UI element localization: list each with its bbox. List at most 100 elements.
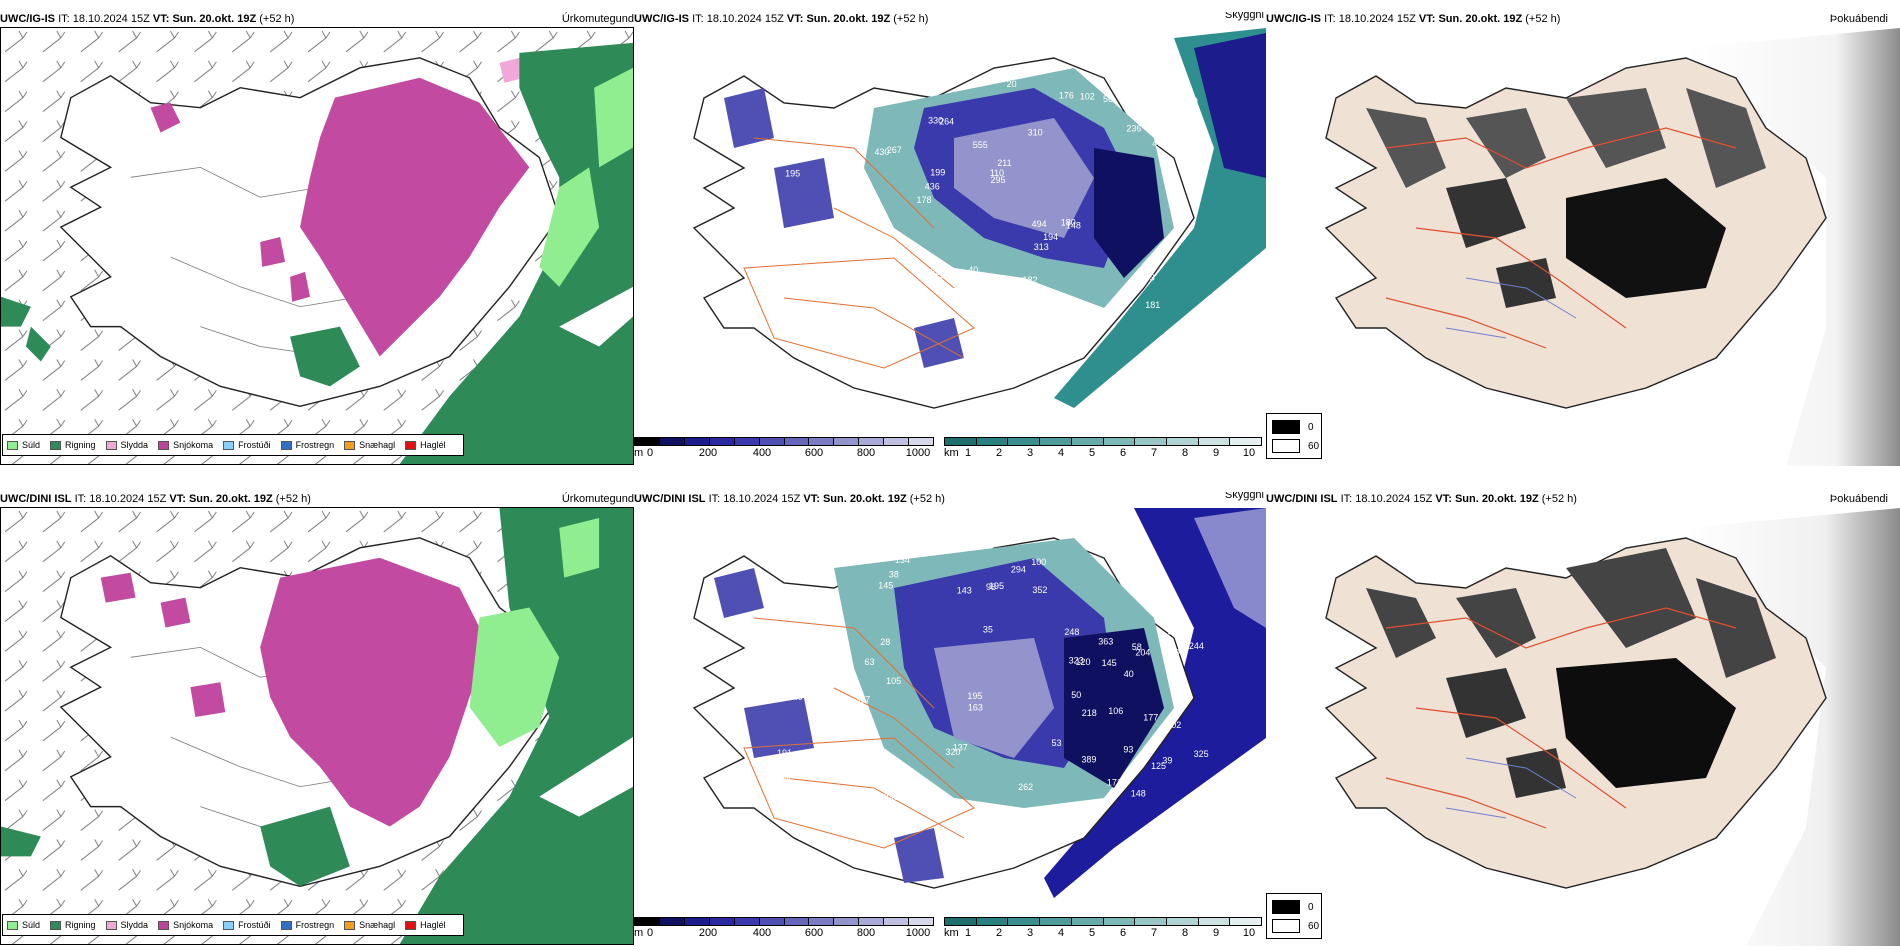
legend-item: Frostúði [223, 440, 271, 450]
colorbar-unit: km [944, 927, 959, 939]
colorbar-tick: 1000 [905, 927, 931, 939]
visibility-value-label: 177 [1143, 713, 1158, 723]
visibility-value-label: 38 [889, 570, 899, 580]
precip-map[interactable] [0, 507, 634, 945]
it-label: IT: [692, 13, 704, 25]
it-label: IT: [74, 493, 87, 505]
visibility-value-label: 185 [771, 305, 786, 315]
visibility-value-label: 17 [833, 265, 843, 275]
vt-value: Sun. 20.okt. 19Z [188, 493, 273, 505]
colorbar-tick: 7 [1150, 927, 1158, 939]
visibility-map[interactable]: 181 195 189 178 310 939 330 555 270 267 215 229 264 2… [634, 28, 1266, 436]
param-name: Úrkomutegund [561, 493, 634, 505]
visibility-value-label: 63 [865, 657, 875, 667]
panel-precip-type-bottom: UWC/DINI ISL IT: 18.10.2024 15Z VT: Sun.… [0, 492, 636, 946]
visibility-labels: 181 195 189 178 310 939 330 555 270 267 215 229 264 2… [760, 71, 1208, 327]
panel-title: UWC/IG-IS IT: 18.10.2024 15Z VT: Sun. 20… [634, 12, 1266, 26]
legend-label: Súld [22, 440, 41, 450]
legend-item: Frostregn [280, 920, 334, 930]
visibility-value-label: 436 [925, 181, 940, 191]
visibility-value-label: 56 [910, 85, 920, 95]
colorbar-tick: 4 [1057, 447, 1065, 459]
visibility-value-label: 93 [1123, 744, 1133, 754]
visibility-value-label: 211 [997, 158, 1011, 168]
visibility-value-label: 148 [1131, 788, 1146, 798]
colorbar-tick: 400 [752, 447, 772, 459]
visibility-value-label: 389 [1081, 754, 1096, 764]
colorbar-segment [834, 918, 860, 925]
fog-map[interactable] [1266, 28, 1900, 466]
visibility-value-label: 50 [1170, 648, 1180, 658]
colorbar-unit: km [944, 447, 959, 459]
colorbar-strip [944, 437, 1262, 446]
legend-swatch [405, 920, 417, 930]
visibility-value-label: 44 [768, 313, 778, 323]
colorbar-tick: 0 [646, 447, 654, 459]
visibility-km-colorbar: km 1 2 3 4 5 6 7 8 9 10 [944, 917, 1262, 945]
visibility-value-label: 59 [806, 317, 816, 327]
vt-label: VT: [169, 493, 186, 505]
visibility-km-colorbar: km 1 2 3 4 5 6 7 8 9 10 [944, 437, 1262, 465]
legend-swatch [344, 440, 356, 450]
panel-title: UWC/IG-IS IT: 18.10.2024 15Z VT: Sun. 20… [1266, 12, 1900, 26]
visibility-m-colorbar: m 0 200 400 600 800 1000 [634, 437, 934, 465]
panel-visibility-top: UWC/IG-IS IT: 18.10.2024 15Z VT: Sun. 20… [634, 12, 1266, 466]
visibility-value-label: 56 [1103, 94, 1113, 104]
visibility-value-label: 204 [1135, 648, 1150, 658]
colorbar-unit: m [634, 447, 644, 459]
colorbar-tick: 2 [995, 927, 1003, 939]
visibility-map[interactable]: 93 50 39 35 35 38 58 62 99 54 50 36 40 75 191 63 125 145 1… [634, 508, 1266, 916]
colorbar-tick: 6 [1119, 447, 1127, 459]
vt-value: Sun. 20.okt. 19Z [806, 13, 891, 25]
visibility-value-label: 54 [836, 629, 846, 639]
it-label: IT: [1340, 493, 1353, 505]
lead-time: (+52 h) [259, 13, 295, 25]
visibility-value-label: 100 [1031, 557, 1046, 567]
colorbar-tick: 9 [1212, 447, 1220, 459]
legend-item: Haglél [405, 440, 446, 450]
visibility-value-label: 102 [1166, 720, 1181, 730]
colorbar-segment [734, 918, 760, 925]
legend-label: Rigning [65, 440, 96, 450]
precip-map[interactable] [0, 27, 634, 465]
model-name: UWC/IG-IS [0, 13, 55, 25]
visibility-value-label: 310 [1028, 128, 1043, 138]
visibility-value-label: 20 [843, 753, 853, 763]
colorbar-segment [834, 438, 860, 445]
panel-title: UWC/IG-IS IT: 18.10.2024 15Z VT: Sun. 20… [0, 12, 636, 26]
visibility-value-label: 28 [880, 637, 890, 647]
vt-label: VT: [1435, 493, 1452, 505]
visibility-value-label: 165 [804, 308, 819, 318]
visibility-map-svg: 181 195 189 178 310 939 330 555 270 267 215 229 264 2… [692, 28, 1266, 409]
panel-fog-top: UWC/IG-IS IT: 18.10.2024 15Z VT: Sun. 20… [1266, 12, 1900, 466]
vt-value: Sun. 20.okt. 19Z [172, 13, 257, 25]
legend-swatch [280, 920, 292, 930]
visibility-value-label: 194 [1043, 232, 1058, 242]
visibility-value-label: 105 [886, 676, 901, 686]
lead-time: (+52 h) [275, 493, 311, 505]
precip-map-svg [1, 508, 633, 944]
colorbar-tick: 4 [1057, 927, 1065, 939]
visibility-value-label: 264 [939, 117, 954, 127]
colorbar-strip [634, 437, 934, 446]
vt-value: Sun. 20.okt. 19Z [1438, 13, 1523, 25]
legend-swatch [280, 440, 292, 450]
colorbar-segment [1071, 918, 1104, 925]
colorbar-tick: 3 [1026, 447, 1034, 459]
colorbar-segment [684, 918, 710, 925]
legend-swatch [50, 920, 62, 930]
visibility-value-label: 88 [933, 276, 943, 286]
visibility-value-label: 236 [1126, 124, 1141, 134]
visibility-value-label: 127 [780, 689, 795, 699]
lead-time: (+52 h) [1541, 493, 1577, 505]
visibility-value-label: 89 [760, 146, 770, 156]
legend-item: Súld [7, 920, 40, 930]
visibility-value-label: 195 [967, 691, 982, 701]
fog-map[interactable] [1266, 508, 1900, 946]
colorbar-segment [1198, 438, 1231, 445]
visibility-value-label: 75 [918, 789, 928, 799]
legend-label: Snjókoma [173, 440, 214, 450]
colorbar-tick: 3 [1026, 927, 1034, 939]
visibility-value-label: 39 [1162, 755, 1172, 765]
colorbar-segment [659, 438, 685, 445]
